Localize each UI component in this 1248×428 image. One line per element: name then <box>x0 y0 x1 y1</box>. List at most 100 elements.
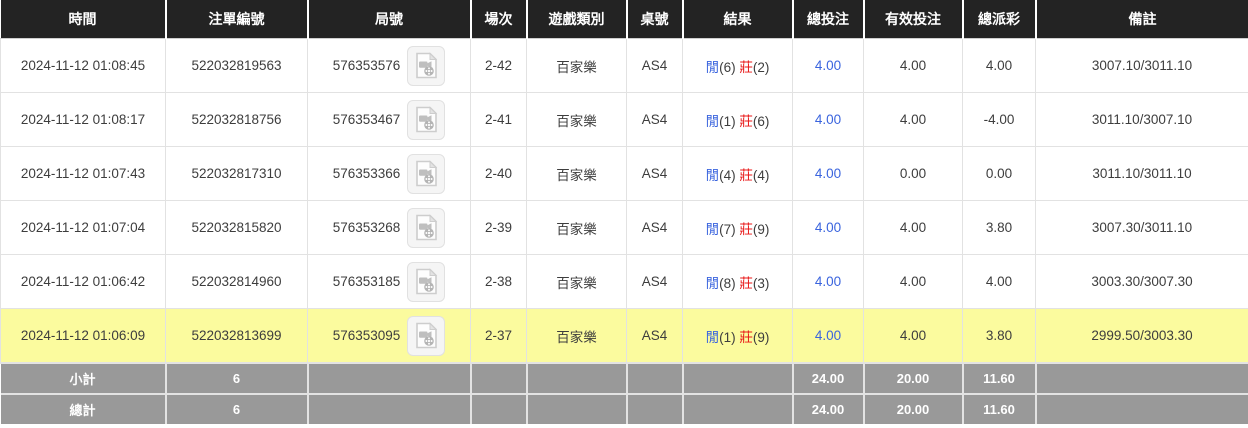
cell-valid-bet: 4.00 <box>863 200 963 255</box>
cell-remark: 3007.10/3011.10 <box>1035 38 1248 93</box>
cell-total-bet: 4.00 <box>792 200 864 255</box>
summary-count: 6 <box>164 362 309 395</box>
result-player-value: (1) <box>719 113 736 129</box>
cell-total-bet: 4.00 <box>792 254 864 309</box>
result-banker-value: (2) <box>752 59 770 75</box>
summary-count: 6 <box>164 393 309 424</box>
cell-game-type: 百家樂 <box>526 146 627 201</box>
result-player-label: 閒 <box>705 167 720 183</box>
table-row-selected[interactable]: 2024-11-12 01:06:09 522032813699 576353095… <box>0 308 1248 364</box>
video-replay-icon <box>415 52 437 79</box>
video-replay-button[interactable] <box>407 99 446 140</box>
cell-total-bet: 4.00 <box>792 308 864 364</box>
result-player-label: 閒 <box>705 275 720 291</box>
cell-table-no: AS4 <box>626 254 683 309</box>
cell-session: 2-42 <box>470 38 527 93</box>
table-row[interactable]: 2024-11-12 01:07:43 522032817310 576353366… <box>0 146 1248 201</box>
round-id-text: 576353185 <box>332 274 401 289</box>
cell-total-payout: 0.00 <box>962 146 1036 201</box>
cell-round-id: 576353576 <box>307 38 471 93</box>
result-banker-value: (9) <box>752 221 770 237</box>
summary-empty-game-type <box>525 393 628 424</box>
summary-empty-session <box>469 393 528 424</box>
column-header-game_type: 遊戲類別 <box>526 0 628 39</box>
table-row[interactable]: 2024-11-12 01:07:04 522032815820 576353268… <box>0 200 1248 255</box>
cell-session: 2-40 <box>470 146 527 201</box>
column-header-time: 時間 <box>0 0 167 39</box>
cell-table-no: AS4 <box>626 200 683 255</box>
round-id-group: 576353268 <box>308 207 470 248</box>
summary-label: 小計 <box>0 362 167 395</box>
video-replay-icon <box>415 106 437 133</box>
summary-valid-bet: 20.00 <box>862 362 964 395</box>
video-replay-button[interactable] <box>407 261 446 302</box>
column-header-remark: 備註 <box>1035 0 1248 39</box>
cell-valid-bet: 4.00 <box>863 92 963 147</box>
result-banker-label: 莊 <box>739 275 753 291</box>
cell-total-payout: 4.00 <box>962 38 1036 93</box>
column-header-session: 場次 <box>470 0 528 39</box>
result-banker-value: (6) <box>752 113 770 129</box>
result-player-label: 閒 <box>705 59 720 75</box>
cell-session: 2-37 <box>470 308 527 364</box>
summary-empty-remark <box>1034 362 1248 395</box>
video-replay-button[interactable] <box>407 207 446 248</box>
total-bet-link[interactable]: 4.00 <box>814 274 842 289</box>
grand-total-row: 總計 6 24.00 20.00 11.60 <box>0 393 1248 424</box>
result-player-value: (7) <box>719 221 736 237</box>
result-banker-value: (9) <box>752 329 770 345</box>
summary-empty-table-no <box>625 393 684 424</box>
cell-remark: 2999.50/3003.30 <box>1035 308 1248 364</box>
summary-empty-round <box>306 362 472 395</box>
cell-bet-id: 522032813699 <box>165 308 308 364</box>
cell-result: 閒(7) 莊(9) <box>682 200 793 255</box>
table-row[interactable]: 2024-11-12 01:08:45 522032819563 576353576… <box>0 38 1248 93</box>
cell-total-payout: 3.80 <box>962 308 1036 364</box>
cell-game-type: 百家樂 <box>526 200 627 255</box>
total-bet-link[interactable]: 4.00 <box>814 328 842 343</box>
cell-round-id: 576353095 <box>307 308 471 364</box>
summary-empty-remark <box>1034 393 1248 424</box>
cell-total-payout: -4.00 <box>962 92 1036 147</box>
video-replay-button[interactable] <box>407 315 446 356</box>
column-header-result: 結果 <box>682 0 794 39</box>
cell-valid-bet: 4.00 <box>863 254 963 309</box>
video-replay-button[interactable] <box>407 45 446 86</box>
column-header-total_bet: 總投注 <box>792 0 865 39</box>
result-banker-value: (3) <box>752 275 770 291</box>
summary-empty-game-type <box>525 362 628 395</box>
summary-total-bet: 24.00 <box>791 393 865 424</box>
table-row[interactable]: 2024-11-12 01:06:42 522032814960 576353185… <box>0 254 1248 309</box>
header-row: 時間 注單編號 局號 場次 遊戲類別 桌號 結果 總投注 有效投注 總派彩 備註 <box>0 0 1248 39</box>
cell-session: 2-39 <box>470 200 527 255</box>
cell-remark: 3007.30/3011.10 <box>1035 200 1248 255</box>
summary-empty-session <box>469 362 528 395</box>
column-header-round_id: 局號 <box>307 0 472 39</box>
cell-valid-bet: 0.00 <box>863 146 963 201</box>
result-banker-label: 莊 <box>739 221 753 237</box>
cell-time: 2024-11-12 01:06:42 <box>0 254 166 309</box>
result-player-label: 閒 <box>705 221 720 237</box>
total-bet-link[interactable]: 4.00 <box>814 220 842 235</box>
round-id-group: 576353185 <box>308 261 470 302</box>
cell-total-bet: 4.00 <box>792 38 864 93</box>
cell-remark: 3003.30/3007.30 <box>1035 254 1248 309</box>
total-bet-link[interactable]: 4.00 <box>814 58 842 73</box>
cell-bet-id: 522032814960 <box>165 254 308 309</box>
result-banker-label: 莊 <box>739 113 753 129</box>
result-player-value: (8) <box>719 275 736 291</box>
column-header-bet_id: 注單編號 <box>165 0 309 39</box>
cell-total-payout: 3.80 <box>962 200 1036 255</box>
summary-valid-bet: 20.00 <box>862 393 964 424</box>
cell-result: 閒(1) 莊(6) <box>682 92 793 147</box>
round-id-group: 576353366 <box>308 153 470 194</box>
total-bet-link[interactable]: 4.00 <box>814 112 842 127</box>
total-bet-link[interactable]: 4.00 <box>814 166 842 181</box>
cell-result: 閒(6) 莊(2) <box>682 38 793 93</box>
table-row[interactable]: 2024-11-12 01:08:17 522032818756 576353467… <box>0 92 1248 147</box>
video-replay-button[interactable] <box>407 153 446 194</box>
cell-remark: 3011.10/3011.10 <box>1035 146 1248 201</box>
cell-game-type: 百家樂 <box>526 308 627 364</box>
cell-table-no: AS4 <box>626 38 683 93</box>
